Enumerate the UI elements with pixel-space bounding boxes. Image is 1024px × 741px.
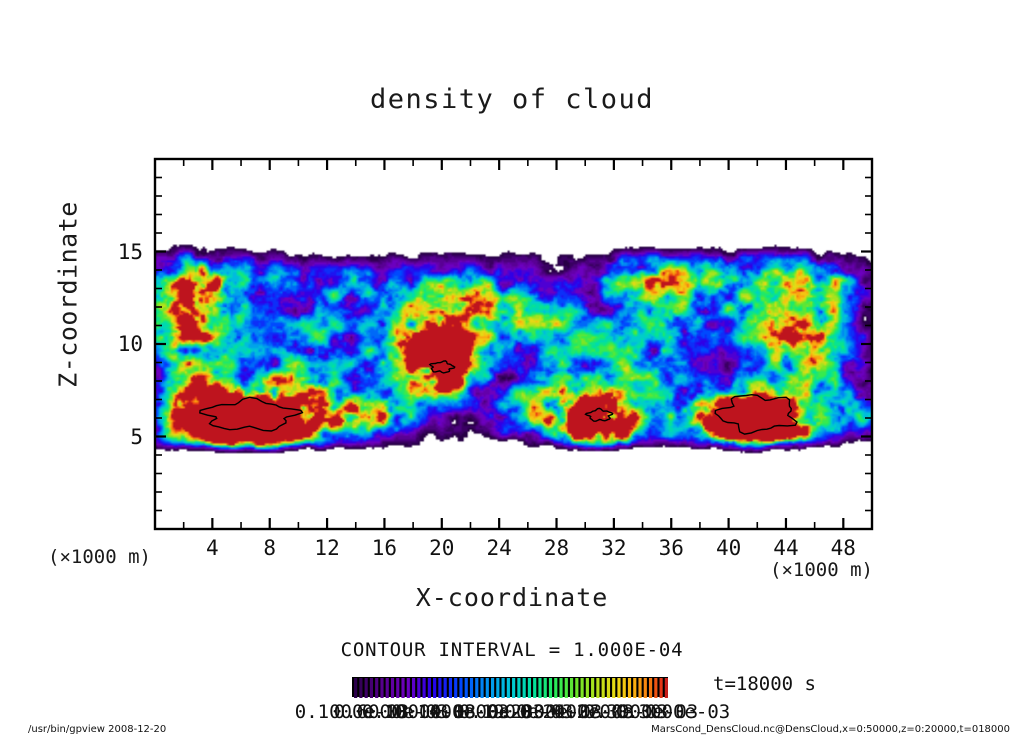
x-tick-label: 16 [371, 536, 398, 560]
x-tick-label: 48 [830, 536, 856, 560]
y-tick-label: 10 [117, 332, 143, 356]
x-tick-label: 24 [486, 536, 512, 560]
colorbar-tick-label: 0.1800e-03 [429, 701, 545, 723]
contour-interval-text: CONTOUR INTERVAL = 1.000E-04 [340, 639, 684, 661]
colorbar-swatches [354, 678, 668, 698]
footer-dataset: MarsCond_DensCloud.nc@DensCloud,x=0:5000… [651, 724, 1010, 735]
y-tick-label: 15 [117, 239, 143, 264]
x-tick-label: 28 [543, 536, 570, 560]
footer-command: /usr/bin/gpview 2008-12-20 [28, 724, 167, 735]
colorbar [352, 677, 668, 698]
colorbar-tick-label: 0.2300e-03 [487, 701, 603, 723]
x-tick-label: 12 [314, 536, 340, 560]
colorbar-tick-label: 0.3000e-03 [615, 701, 731, 723]
colorbar-tick-label: 0.1000e-03 [294, 701, 410, 723]
colorbar-tick-label: 0.3000e-03 [583, 701, 699, 723]
x-unit-note-right: (×1000 m) [770, 559, 873, 581]
x-tick-label: 20 [429, 536, 455, 560]
page-title: density of cloud [369, 84, 655, 115]
colorbar-tick-label: 0.1000e-03 [361, 701, 477, 723]
x-tick-label: 32 [601, 536, 627, 560]
colorbar-tick-label: 0.2400e-03 [519, 701, 635, 723]
colorbar-tick-label: 0.6000e-03 [333, 701, 449, 723]
x-tick-label: 36 [658, 536, 684, 560]
colorbar-tick-label: 0.2700e-03 [553, 701, 669, 723]
colorbar-tick-label: 0.1900e-03 [458, 701, 574, 723]
y-tick-label: 5 [130, 424, 143, 449]
x-tick-label: 44 [773, 536, 799, 560]
time-annotation: t=18000 s [713, 673, 816, 695]
x-axis-title: X-coordinate [415, 583, 609, 612]
x-tick-label: 8 [263, 536, 277, 560]
x-tick-label: 40 [715, 536, 742, 560]
x-unit-note-left: (×1000 m) [48, 546, 151, 568]
colorbar-tick-label: 0.1400e-03 [394, 701, 510, 723]
x-tick-label: 4 [206, 536, 219, 560]
